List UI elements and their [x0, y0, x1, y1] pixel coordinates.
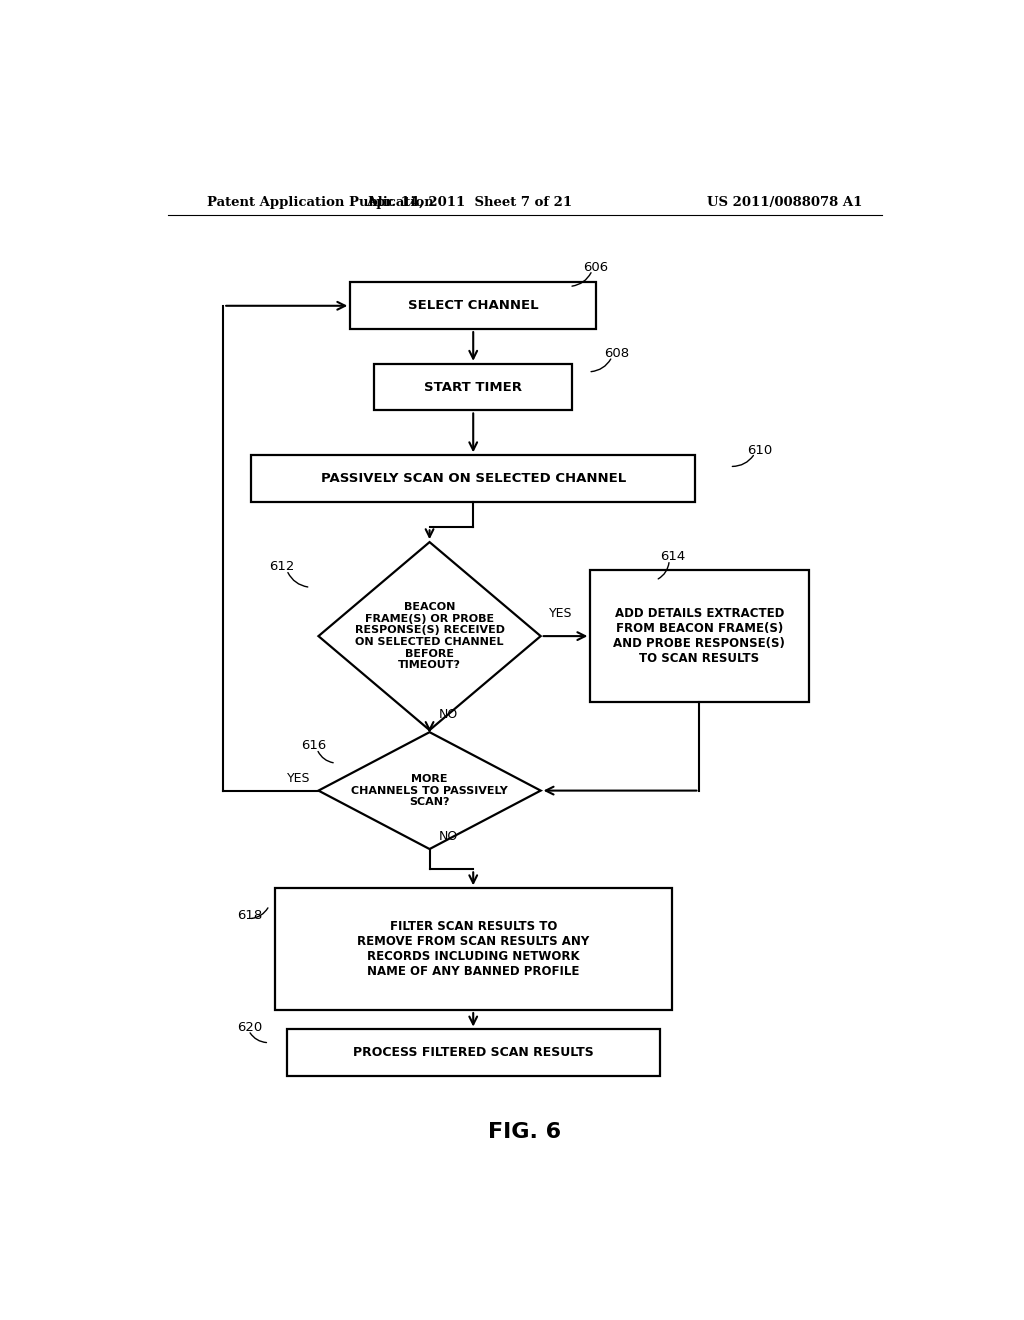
Text: SELECT CHANNEL: SELECT CHANNEL: [408, 300, 539, 313]
Text: 618: 618: [238, 909, 263, 923]
Text: NO: NO: [439, 830, 459, 843]
FancyBboxPatch shape: [287, 1030, 659, 1076]
Text: 620: 620: [238, 1020, 263, 1034]
Text: ADD DETAILS EXTRACTED
FROM BEACON FRAME(S)
AND PROBE RESPONSE(S)
TO SCAN RESULTS: ADD DETAILS EXTRACTED FROM BEACON FRAME(…: [613, 607, 785, 665]
Text: FIG. 6: FIG. 6: [488, 1122, 561, 1142]
Text: Apr. 14, 2011  Sheet 7 of 21: Apr. 14, 2011 Sheet 7 of 21: [367, 195, 572, 209]
Text: 608: 608: [604, 347, 630, 360]
Text: 612: 612: [269, 561, 295, 573]
Text: YES: YES: [287, 772, 310, 785]
Text: Patent Application Publication: Patent Application Publication: [207, 195, 434, 209]
Text: PROCESS FILTERED SCAN RESULTS: PROCESS FILTERED SCAN RESULTS: [353, 1047, 594, 1060]
Polygon shape: [318, 733, 541, 849]
FancyBboxPatch shape: [274, 888, 672, 1010]
FancyBboxPatch shape: [350, 282, 596, 329]
Text: 616: 616: [301, 739, 327, 752]
Text: YES: YES: [549, 607, 572, 620]
Text: 606: 606: [584, 260, 608, 273]
Text: US 2011/0088078 A1: US 2011/0088078 A1: [708, 195, 862, 209]
FancyBboxPatch shape: [374, 364, 572, 411]
FancyBboxPatch shape: [251, 455, 695, 502]
Text: PASSIVELY SCAN ON SELECTED CHANNEL: PASSIVELY SCAN ON SELECTED CHANNEL: [321, 473, 626, 484]
Text: FILTER SCAN RESULTS TO
REMOVE FROM SCAN RESULTS ANY
RECORDS INCLUDING NETWORK
NA: FILTER SCAN RESULTS TO REMOVE FROM SCAN …: [357, 920, 590, 978]
Text: 610: 610: [748, 444, 772, 457]
Text: BEACON
FRAME(S) OR PROBE
RESPONSE(S) RECEIVED
ON SELECTED CHANNEL
BEFORE
TIMEOUT: BEACON FRAME(S) OR PROBE RESPONSE(S) REC…: [354, 602, 505, 671]
Text: NO: NO: [439, 709, 459, 721]
FancyBboxPatch shape: [590, 570, 809, 702]
Text: 614: 614: [659, 550, 685, 564]
Text: START TIMER: START TIMER: [424, 380, 522, 393]
Text: MORE
CHANNELS TO PASSIVELY
SCAN?: MORE CHANNELS TO PASSIVELY SCAN?: [351, 774, 508, 808]
Polygon shape: [318, 543, 541, 730]
